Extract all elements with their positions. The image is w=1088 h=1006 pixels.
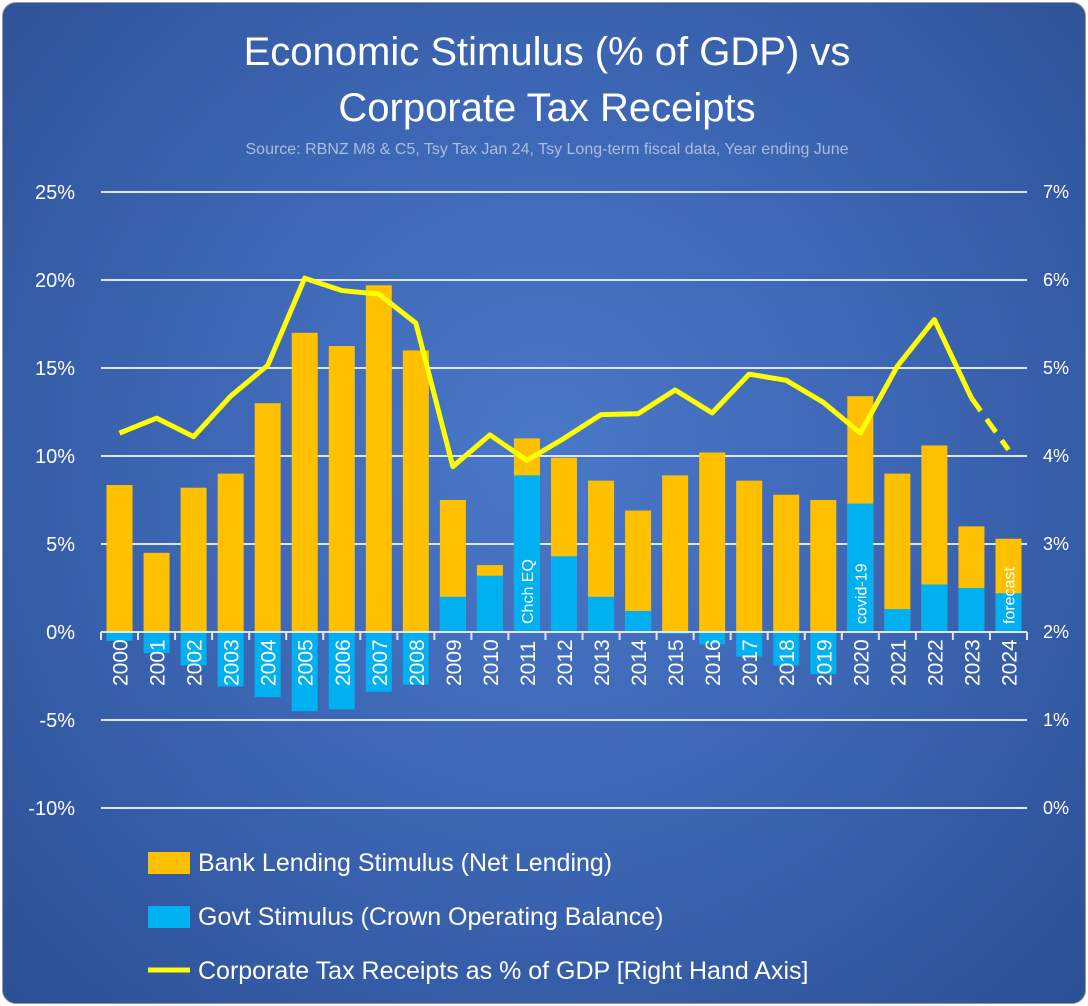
right-tick-label: 0% <box>1043 798 1069 818</box>
x-tick-label: 2018 <box>776 639 799 686</box>
x-tick-label: 2005 <box>295 639 318 686</box>
x-tick-label: 2021 <box>887 639 910 686</box>
left-tick-label: 5% <box>46 534 75 556</box>
x-tick-label: 2004 <box>258 639 281 686</box>
govt-stimulus-bar <box>551 556 577 632</box>
x-tick-label: 2006 <box>332 639 355 686</box>
legend-label: Govt Stimulus (Crown Operating Balance) <box>198 903 663 931</box>
govt-stimulus-bar <box>217 632 244 687</box>
x-tick-label: 2016 <box>702 639 725 686</box>
x-tick-label: 2014 <box>628 639 651 686</box>
corporate-tax-forecast-line <box>969 396 1011 452</box>
bar-annotation: forecast <box>1001 567 1018 624</box>
bank-lending-bar <box>662 475 689 632</box>
x-tick-label: 2007 <box>369 639 392 686</box>
chart-title-line2: Corporate Tax Receipts <box>338 86 755 130</box>
govt-stimulus-bar <box>106 632 133 641</box>
x-tick-label: 2024 <box>998 639 1021 686</box>
legend-swatch-bank-lending <box>148 852 190 874</box>
left-tick-label: -5% <box>39 710 75 732</box>
govt-stimulus-bar <box>995 593 1022 632</box>
bank-lending-bar <box>180 487 207 632</box>
govt-stimulus-bar <box>365 632 392 692</box>
govt-stimulus-bar <box>180 632 207 666</box>
bank-lending-bar <box>884 473 911 632</box>
x-tick-label: 2022 <box>924 639 947 686</box>
bar-annotation: covid-19 <box>853 563 870 624</box>
left-tick-label: 25% <box>35 182 75 204</box>
govt-stimulus-bar <box>958 588 985 632</box>
legend-label: Bank Lending Stimulus (Net Lending) <box>198 849 612 877</box>
bank-lending-bar <box>365 285 392 632</box>
bank-lending-bar <box>810 500 837 632</box>
right-tick-label: 6% <box>1043 270 1069 290</box>
right-tick-label: 7% <box>1043 182 1069 202</box>
x-tick-label: 2017 <box>739 639 762 686</box>
govt-stimulus-bar <box>513 475 540 632</box>
left-tick-label: 10% <box>35 446 75 468</box>
chart-subtitle: Source: RBNZ M8 & C5, Tsy Tax Jan 24, Ts… <box>246 141 849 158</box>
govt-stimulus-bar <box>699 632 726 645</box>
govt-stimulus-bar <box>291 632 318 712</box>
x-tick-label: 2012 <box>554 639 577 686</box>
govt-stimulus-bar <box>588 596 615 632</box>
x-tick-label: 2011 <box>517 641 540 686</box>
x-tick-label: 2008 <box>406 639 429 686</box>
govt-stimulus-bar <box>143 632 170 654</box>
bank-lending-bar <box>291 332 318 632</box>
bank-lending-bar <box>143 552 170 632</box>
chart: Economic Stimulus (% of GDP) vs Corporat… <box>28 30 1069 985</box>
x-tick-label: 2010 <box>480 639 503 686</box>
govt-stimulus-bar <box>921 584 948 632</box>
govt-stimulus-bar <box>254 632 281 698</box>
bar-annotation: Chch EQ <box>520 559 537 624</box>
x-tick-label: 2001 <box>147 639 170 686</box>
bank-lending-bar <box>217 473 244 632</box>
right-tick-label: 5% <box>1043 358 1069 378</box>
bank-lending-bar <box>106 485 133 632</box>
govt-stimulus-bar <box>884 609 911 632</box>
left-tick-label: -10% <box>28 798 75 820</box>
x-tick-label: 2000 <box>110 639 133 686</box>
bank-lending-bar <box>328 346 355 632</box>
x-tick-label: 2020 <box>850 639 873 686</box>
govt-stimulus-bar <box>847 503 874 632</box>
x-tick-label: 2009 <box>443 639 466 686</box>
left-tick-label: 0% <box>46 622 75 644</box>
right-tick-label: 2% <box>1043 622 1069 642</box>
x-tick-label: 2019 <box>813 639 836 686</box>
govt-stimulus-bar <box>773 632 800 666</box>
legend-label: Corporate Tax Receipts as % of GDP [Righ… <box>198 957 808 985</box>
govt-stimulus-bar <box>810 632 837 675</box>
left-tick-label: 15% <box>35 358 75 380</box>
x-tick-label: 2013 <box>591 639 614 686</box>
corporate-tax-line <box>118 275 974 470</box>
govt-stimulus-bar <box>439 596 466 632</box>
legend-swatch-govt-stimulus <box>148 906 190 928</box>
x-tick-label: 2002 <box>184 639 207 686</box>
x-tick-label: 2003 <box>221 639 244 686</box>
right-tick-label: 4% <box>1043 446 1069 466</box>
govt-stimulus-bar <box>625 610 652 632</box>
bank-lending-bar <box>736 480 763 632</box>
govt-stimulus-bar <box>328 632 355 710</box>
right-tick-label: 1% <box>1043 710 1069 730</box>
bank-lending-bar <box>402 350 429 632</box>
govt-stimulus-bar <box>476 575 503 632</box>
govt-stimulus-bar <box>402 632 429 685</box>
right-tick-label: 3% <box>1043 534 1069 554</box>
bank-lending-bar <box>773 494 800 632</box>
govt-stimulus-bar <box>736 632 763 657</box>
bank-lending-bar <box>254 403 281 632</box>
x-tick-label: 2015 <box>665 639 688 686</box>
left-tick-label: 20% <box>35 270 75 292</box>
x-tick-label: 2023 <box>961 639 984 686</box>
bank-lending-bar <box>699 452 726 632</box>
chart-title-line1: Economic Stimulus (% of GDP) vs <box>244 30 851 74</box>
